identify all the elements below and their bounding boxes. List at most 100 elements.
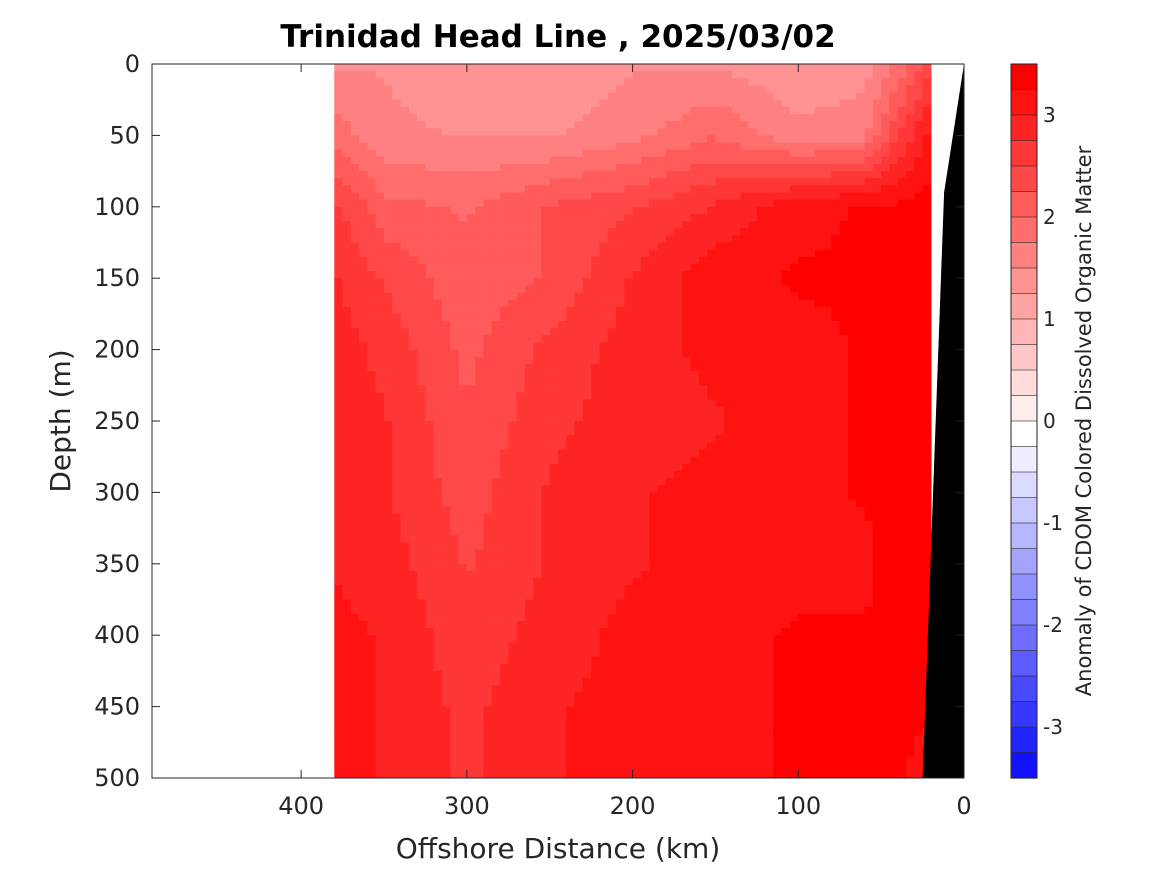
field-cell — [508, 492, 518, 501]
field-cell — [624, 71, 634, 79]
field-cell — [392, 656, 402, 665]
field-cell — [640, 135, 650, 144]
field-cell — [508, 235, 518, 244]
field-cell — [657, 149, 667, 158]
field-cell — [350, 292, 360, 301]
field-cell — [442, 99, 451, 108]
field-cell — [665, 742, 675, 751]
field-cell — [649, 78, 659, 87]
field-cell — [549, 199, 559, 208]
field-cell — [342, 678, 352, 686]
field-cell — [674, 306, 683, 315]
field-cell — [599, 142, 609, 151]
field-cell — [582, 413, 592, 422]
field-cell — [732, 499, 741, 508]
field-cell — [541, 163, 551, 172]
field-cell — [566, 456, 576, 465]
field-cell — [582, 242, 592, 251]
field-cell — [582, 192, 592, 201]
field-cell — [408, 249, 418, 258]
field-cell — [408, 435, 418, 444]
field-cell — [682, 556, 692, 565]
field-cell — [607, 720, 617, 729]
field-cell — [442, 121, 451, 129]
field-cell — [607, 335, 617, 344]
field-cell — [632, 749, 642, 758]
field-cell — [599, 620, 609, 629]
field-cell — [334, 242, 344, 251]
field-cell — [475, 235, 485, 244]
field-cell — [384, 185, 393, 194]
field-cell — [649, 470, 659, 479]
field-cell — [674, 613, 683, 622]
field-cell — [640, 92, 650, 101]
field-cell — [566, 635, 576, 643]
field-cell — [491, 413, 501, 422]
field-cell — [475, 499, 485, 508]
field-cell — [508, 620, 518, 629]
field-cell — [508, 99, 518, 108]
field-cell — [599, 435, 609, 444]
field-cell — [549, 470, 559, 479]
field-cell — [466, 506, 476, 515]
field-cell — [624, 171, 634, 179]
field-cell — [359, 399, 369, 408]
field-cell — [483, 321, 493, 329]
field-cell — [723, 413, 733, 422]
field-cell — [508, 570, 518, 579]
field-cell — [582, 742, 592, 751]
field-cell — [359, 728, 369, 736]
field-cell — [674, 242, 683, 251]
field-cell — [359, 449, 369, 458]
field-cell — [375, 285, 385, 294]
field-cell — [500, 549, 509, 558]
field-cell — [624, 749, 634, 758]
field-cell — [690, 620, 700, 629]
field-cell — [375, 699, 385, 708]
field-cell — [334, 135, 344, 144]
field-cell — [707, 628, 717, 636]
field-cell — [508, 535, 518, 543]
field-cell — [508, 763, 518, 772]
field-cell — [516, 121, 526, 129]
field-cell — [350, 106, 360, 115]
field-cell — [524, 421, 534, 429]
field-cell — [541, 392, 551, 401]
field-cell — [616, 221, 625, 229]
field-cell — [359, 192, 369, 201]
field-cell — [392, 421, 402, 429]
field-cell — [508, 378, 518, 386]
field-cell — [425, 171, 435, 179]
field-cell — [442, 606, 451, 615]
field-cell — [334, 763, 344, 772]
field-cell — [723, 121, 733, 129]
field-cell — [574, 606, 584, 615]
field-cell — [475, 163, 485, 172]
field-cell — [541, 299, 551, 308]
field-cell — [475, 228, 485, 236]
field-cell — [715, 470, 725, 479]
field-cell — [607, 328, 617, 336]
field-cell — [541, 613, 551, 622]
field-cell — [649, 585, 659, 593]
field-cell — [607, 556, 617, 565]
field-cell — [698, 263, 708, 272]
field-cell — [359, 349, 369, 358]
field-cell — [408, 728, 418, 736]
field-cell — [599, 578, 609, 586]
field-cell — [682, 513, 692, 522]
field-cell — [524, 99, 534, 108]
field-cell — [657, 470, 667, 479]
field-cell — [616, 635, 625, 643]
field-cell — [433, 321, 443, 329]
field-cell — [549, 549, 559, 558]
field-cell — [400, 478, 410, 486]
field-cell — [665, 678, 675, 686]
field-cell — [566, 592, 576, 601]
field-cell — [665, 178, 675, 186]
field-cell — [524, 213, 534, 222]
field-cell — [607, 78, 617, 87]
field-cell — [524, 449, 534, 458]
field-cell — [524, 642, 534, 651]
field-cell — [665, 442, 675, 451]
